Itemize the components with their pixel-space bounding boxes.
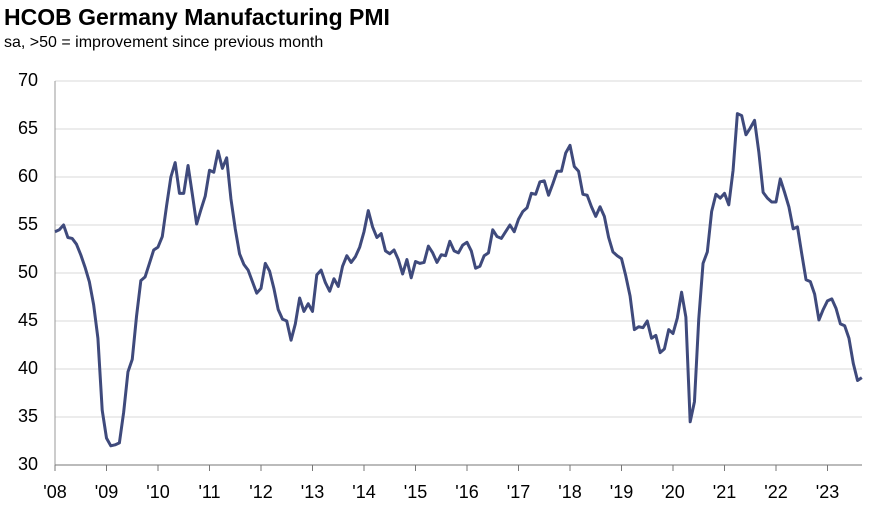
chart-title: HCOB Germany Manufacturing PMI <box>4 4 390 30</box>
x-tick-label: '21 <box>713 482 736 502</box>
x-tick-label: '08 <box>43 482 66 502</box>
x-tick-label: '11 <box>198 482 220 502</box>
y-tick-label: 35 <box>18 406 38 426</box>
y-tick-label: 55 <box>18 214 38 234</box>
x-tick-label: '22 <box>764 482 787 502</box>
x-tick-label: '10 <box>146 482 169 502</box>
x-tick-label: '23 <box>816 482 839 502</box>
y-tick-label: 65 <box>18 118 38 138</box>
x-tick-label: '20 <box>661 482 684 502</box>
x-tick-label: '12 <box>249 482 272 502</box>
line-series <box>54 112 863 448</box>
y-tick-label: 30 <box>18 454 38 474</box>
x-tick-label: '16 <box>455 482 478 502</box>
x-tick-label: '18 <box>558 482 581 502</box>
x-tick-label: '15 <box>404 482 427 502</box>
x-tick-label: '14 <box>352 482 375 502</box>
y-tick-label: 45 <box>18 310 38 330</box>
x-tick-label: '17 <box>507 482 530 502</box>
y-tick-label: 60 <box>18 166 38 186</box>
chart-subtitle: sa, >50 = improvement since previous mon… <box>4 34 323 51</box>
x-tick-label: '13 <box>301 482 324 502</box>
y-tick-label: 70 <box>18 70 38 90</box>
y-tick-label: 50 <box>18 262 38 282</box>
y-tick-label: 40 <box>18 358 38 378</box>
x-tick-label: '09 <box>95 482 118 502</box>
x-tick-label: '19 <box>610 482 633 502</box>
